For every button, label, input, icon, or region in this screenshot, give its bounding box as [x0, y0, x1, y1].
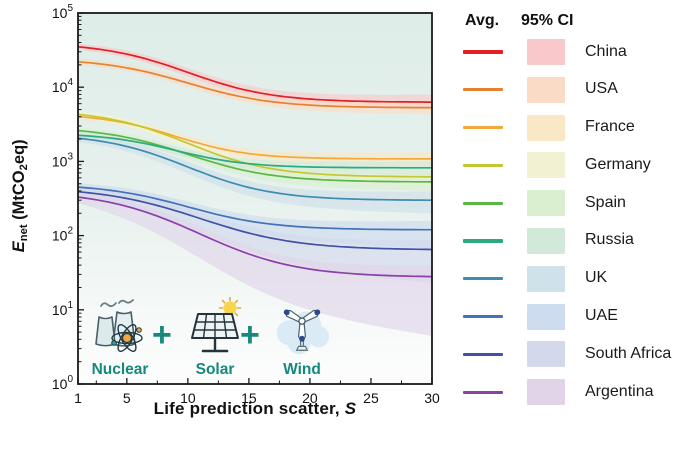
- legend-country-label: Russia: [585, 231, 634, 249]
- avg-line-spain: [78, 129, 432, 183]
- y-tick-label: 102: [52, 226, 74, 244]
- legend-country-label: Spain: [585, 193, 626, 211]
- y-axis-symbol: E: [10, 241, 29, 253]
- x-tick-label: 10: [180, 390, 196, 406]
- ci-band-uae: [78, 183, 432, 249]
- legend-ci-swatch: [527, 265, 565, 292]
- y-tick-label: 104: [52, 77, 74, 95]
- legend-ci-swatch: [527, 303, 565, 330]
- y-tick-label: 105: [52, 3, 74, 21]
- avg-line-usa: [78, 60, 432, 109]
- legend-row: UAE: [455, 298, 700, 336]
- legend-ci-swatch: [527, 190, 565, 217]
- legend-avg-line-swatch: [463, 125, 503, 130]
- ci-band-russia: [78, 132, 432, 176]
- legend-ci-swatch: [527, 114, 565, 141]
- legend-country-label: Argentina: [585, 382, 654, 400]
- y-axis-symbol-subscript: net: [17, 224, 30, 242]
- wind-label: Wind: [283, 361, 321, 378]
- x-axis-title: Life prediction scatter, S: [78, 399, 432, 419]
- legend-row: Argentina: [455, 373, 700, 411]
- avg-line-germany: [78, 113, 432, 178]
- x-tick-label: 5: [123, 390, 131, 406]
- solar-label: Solar: [195, 361, 235, 378]
- solar-icon-block: Solar: [183, 296, 247, 379]
- y-tick-label: 103: [52, 151, 74, 169]
- x-tick-label: 20: [302, 390, 318, 406]
- y-axis-unit-subscript: 2: [17, 164, 30, 171]
- avg-line-uae: [78, 186, 432, 231]
- legend-country-label: UK: [585, 269, 608, 287]
- wind-turbine-icon: [276, 309, 330, 355]
- x-axis-title-text: Life prediction scatter,: [153, 399, 345, 418]
- ci-band-usa: [78, 58, 432, 115]
- legend: Avg. 95% CI China USA France Germany Spain Ru…: [455, 0, 700, 450]
- ci-band-argentina: [78, 192, 432, 336]
- y-tick-label: 101: [52, 300, 74, 318]
- legend-row: Germany: [455, 146, 700, 184]
- legend-ci-swatch: [527, 39, 565, 65]
- legend-avg-line-swatch: [463, 277, 503, 281]
- legend-country-label: Germany: [585, 155, 651, 173]
- legend-row: USA: [455, 71, 700, 109]
- solar-panel-icon: [191, 296, 242, 353]
- avg-line-argentina: [78, 196, 432, 278]
- atom-icon: [111, 324, 143, 352]
- nuclear-plant-icon: [95, 299, 143, 352]
- y-tick-label: 100: [52, 374, 74, 392]
- avg-line-uk: [78, 137, 432, 202]
- x-tick-label: 30: [424, 390, 440, 406]
- y-axis-title: Enet (MtCO2eq): [10, 46, 30, 346]
- x-tick-label: 25: [363, 390, 379, 406]
- legend-avg-line-swatch: [463, 163, 503, 167]
- legend-header: Avg. 95% CI: [455, 12, 700, 34]
- ci-band-uk: [78, 134, 432, 214]
- plot-frame: [77, 12, 433, 385]
- legend-country-label: South Africa: [585, 344, 672, 362]
- legend-avg-line-swatch: [463, 352, 503, 356]
- rotor-blades: [283, 309, 321, 342]
- legend-avg-line-swatch: [463, 50, 503, 54]
- legend-row: UK: [455, 260, 700, 298]
- plus-icon: +: [240, 316, 260, 354]
- legend-avg-line-swatch: [463, 201, 503, 205]
- legend-ci-swatch: [527, 76, 565, 103]
- legend-row: France: [455, 109, 700, 147]
- x-axis-title-symbol: S: [344, 399, 357, 418]
- legend-ci-swatch: [527, 152, 565, 179]
- avg-line-china: [78, 45, 432, 103]
- legend-ci-swatch: [527, 227, 565, 254]
- legend-row: South Africa: [455, 335, 700, 373]
- wind-icon-block: Wind: [270, 294, 334, 379]
- legend-avg-line-swatch: [463, 88, 503, 92]
- x-tick-label: 15: [241, 390, 257, 406]
- legend-avg-line-swatch: [463, 314, 503, 319]
- legend-rows: China USA France Germany Spain Russia UK UAE Sou…: [455, 33, 700, 411]
- legend-header-ci: 95% CI: [521, 12, 574, 29]
- legend-row: China: [455, 33, 700, 71]
- x-tick-label: 1: [74, 390, 82, 406]
- legend-country-label: UAE: [585, 307, 618, 325]
- nuclear-icon-block: Nuclear: [88, 296, 152, 379]
- avg-lines-layer: [78, 45, 432, 278]
- legend-ci-swatch: [527, 379, 565, 406]
- legend-country-label: China: [585, 42, 627, 60]
- avg-line-russia: [78, 134, 432, 169]
- y-axis-unit: (MtCO: [10, 170, 29, 225]
- legend-ci-swatch: [527, 341, 565, 368]
- legend-row: Spain: [455, 184, 700, 222]
- legend-row: Russia: [455, 222, 700, 260]
- legend-avg-line-swatch: [463, 239, 503, 243]
- legend-avg-line-swatch: [463, 390, 503, 394]
- legend-header-avg: Avg.: [465, 12, 500, 29]
- y-axis-unit-end: eq): [10, 139, 29, 165]
- avg-line-south-africa: [78, 190, 432, 251]
- nuclear-label: Nuclear: [91, 361, 149, 378]
- legend-country-label: France: [585, 118, 635, 136]
- legend-country-label: USA: [585, 80, 618, 98]
- plus-icon: +: [152, 316, 172, 354]
